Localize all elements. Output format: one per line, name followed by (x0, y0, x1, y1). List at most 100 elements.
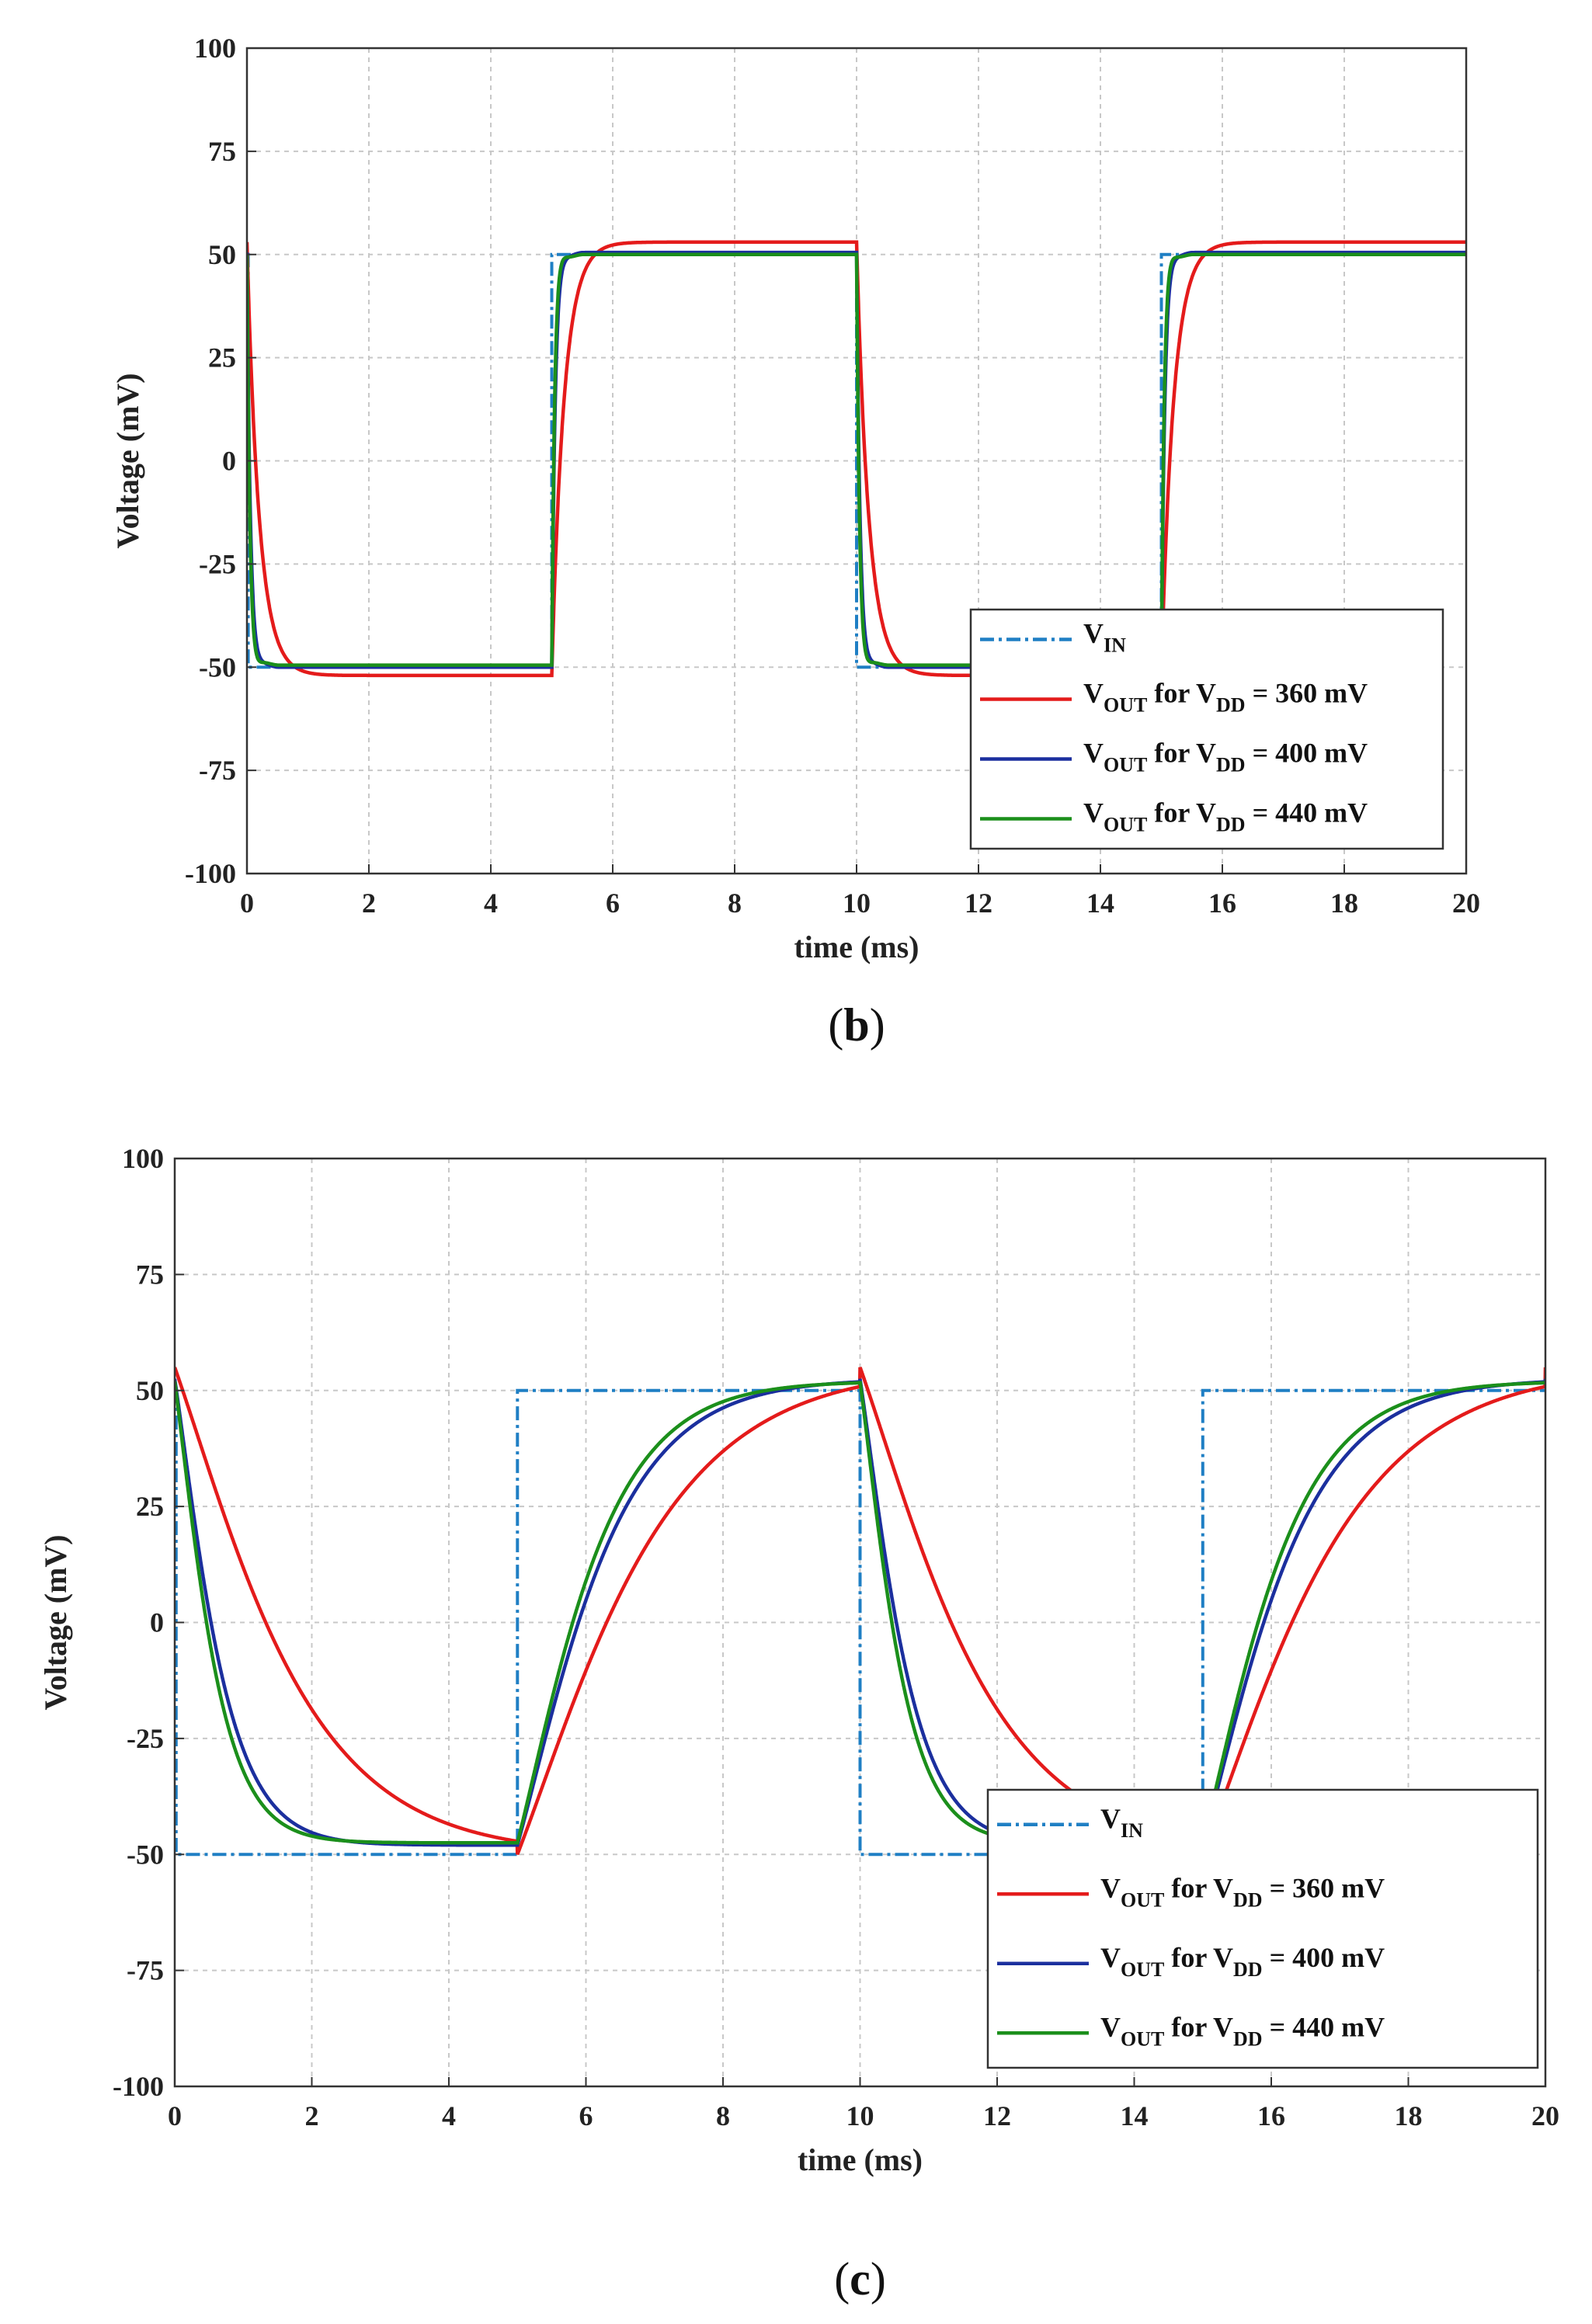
legend-main: V (1083, 738, 1104, 769)
legend-entry-1: VOUT for VDD = 360 mV (1083, 678, 1368, 717)
x-axis-label: time (ms) (794, 929, 919, 964)
y-tick-label: 75 (136, 1259, 164, 1290)
legend-sub: OUT (1104, 694, 1147, 717)
y-tick-label: -100 (113, 2071, 164, 2102)
x-tick-label: 8 (716, 2100, 730, 2131)
legend-rest2: = 440 mV (1263, 2011, 1385, 2042)
panel-letter: b (843, 999, 869, 1051)
chart-b: 0 2 4 6 8 10 12 14 16 18 20 -100 -75 -50 -25 0 25 50 75 100… (110, 33, 1480, 1051)
y-tick-label: 100 (122, 1143, 164, 1174)
y-tick-label: -100 (185, 858, 236, 889)
y-tick-label: 25 (136, 1491, 164, 1522)
series-line-3 (247, 252, 1466, 667)
x-tick-label: 10 (843, 888, 871, 919)
legend-rest: for V (1164, 2011, 1233, 2042)
x-tick-label: 18 (1330, 888, 1358, 919)
series-line-1 (175, 1367, 1545, 1856)
x-tick-label: 12 (983, 2100, 1011, 2131)
legend-sub: OUT (1104, 754, 1147, 776)
legend-entry-2: VOUT for VDD = 400 mV (1100, 1942, 1385, 1981)
legend-sub2: DD (1233, 2027, 1263, 2050)
series-line-2 (175, 1378, 1545, 1847)
x-tick-label: 2 (305, 2100, 319, 2131)
legend-entry-0: VIN (1083, 618, 1126, 657)
legend-entry-0: VIN (1100, 1803, 1143, 1842)
x-tick-label: 16 (1257, 2100, 1285, 2131)
panel-label: (b) (828, 999, 885, 1051)
legend-rest: for V (1164, 1942, 1233, 1973)
x-axis-label: time (ms) (798, 2142, 923, 2177)
legend-rest: for V (1147, 797, 1216, 829)
y-tick-label: 75 (208, 136, 236, 167)
series-line-3 (175, 1381, 1545, 1845)
legend-sub: IN (1104, 634, 1126, 657)
legend-main: V (1083, 618, 1104, 649)
legend-sub2: DD (1233, 1888, 1263, 1911)
y-axis-label: Voltage (mV) (110, 373, 145, 548)
legend-rest2: = 400 mV (1263, 1942, 1385, 1973)
x-tick-label: 8 (728, 888, 742, 919)
y-tick-label: 100 (194, 33, 236, 64)
legend-main: V (1083, 678, 1104, 709)
x-tick-label: 0 (168, 2100, 182, 2131)
y-tick-label: 50 (208, 239, 236, 270)
legend-sub2: DD (1216, 754, 1246, 776)
legend-rest: for V (1164, 1872, 1233, 1903)
legend-entry-1: VOUT for VDD = 360 mV (1100, 1872, 1385, 1911)
legend-entry-3: VOUT for VDD = 440 mV (1100, 2011, 1385, 2050)
legend-rest: for V (1147, 678, 1216, 709)
y-tick-label: -25 (127, 1723, 164, 1754)
x-tick-label: 20 (1452, 888, 1480, 919)
y-tick-label: 25 (208, 342, 236, 373)
legend-main: V (1100, 1872, 1121, 1903)
legend-rest2: = 360 mV (1263, 1872, 1385, 1903)
legend-sub: OUT (1121, 1888, 1164, 1911)
x-tick-label: 2 (362, 888, 376, 919)
legend-rest2: = 440 mV (1246, 797, 1368, 829)
x-tick-label: 6 (606, 888, 620, 919)
panel-label: (c) (834, 2253, 886, 2305)
x-tick-label: 16 (1208, 888, 1236, 919)
legend-sub: IN (1121, 1819, 1143, 1842)
x-tick-label: 12 (965, 888, 992, 919)
x-tick-label: 4 (442, 2100, 456, 2131)
legend-rest: for V (1147, 738, 1216, 769)
panel-letter: c (850, 2253, 871, 2305)
x-tick-label: 20 (1531, 2100, 1559, 2131)
panel-paren-open: ( (834, 2253, 850, 2305)
legend-main: V (1083, 797, 1104, 829)
legend-box (969, 608, 1444, 850)
x-tick-label: 10 (846, 2100, 874, 2131)
x-tick-label: 14 (1121, 2100, 1149, 2131)
series-line-2 (247, 250, 1466, 669)
y-tick-label: -75 (199, 755, 236, 786)
legend-sub: OUT (1121, 2027, 1164, 2050)
legend-main: V (1100, 1803, 1121, 1834)
legend-rest2: = 400 mV (1246, 738, 1368, 769)
legend-sub2: DD (1233, 1958, 1263, 1981)
y-tick-label: -25 (199, 548, 236, 579)
series-line-0 (175, 1388, 1545, 1857)
panel-paren-close: ) (871, 2253, 886, 2305)
x-tick-label: 4 (484, 888, 498, 919)
legend-entry-3: VOUT for VDD = 440 mV (1083, 797, 1368, 836)
y-tick-label: 50 (136, 1375, 164, 1406)
legend-entry-2: VOUT for VDD = 400 mV (1083, 738, 1368, 776)
x-tick-label: 18 (1395, 2100, 1423, 2131)
y-tick-label: -75 (127, 1955, 164, 1986)
y-tick-label: 0 (150, 1607, 164, 1638)
legend-rest2: = 360 mV (1246, 678, 1368, 709)
legend-main: V (1100, 1942, 1121, 1973)
chart-c: 0 2 4 6 8 10 12 14 16 18 20 -100 -75 -50 -25 0 25 50 75 100… (38, 1143, 1559, 2305)
y-tick-label: -50 (127, 1839, 164, 1870)
legend-sub2: DD (1216, 694, 1246, 717)
y-tick-label: -50 (199, 651, 236, 683)
legend-sub: OUT (1121, 1958, 1164, 1981)
series-line-0 (247, 252, 1466, 669)
y-axis-label: Voltage (mV) (38, 1534, 73, 1710)
series-line-1 (247, 240, 1466, 678)
x-tick-label: 14 (1086, 888, 1114, 919)
legend-sub: OUT (1104, 814, 1147, 836)
panel-paren-open: ( (828, 999, 843, 1051)
